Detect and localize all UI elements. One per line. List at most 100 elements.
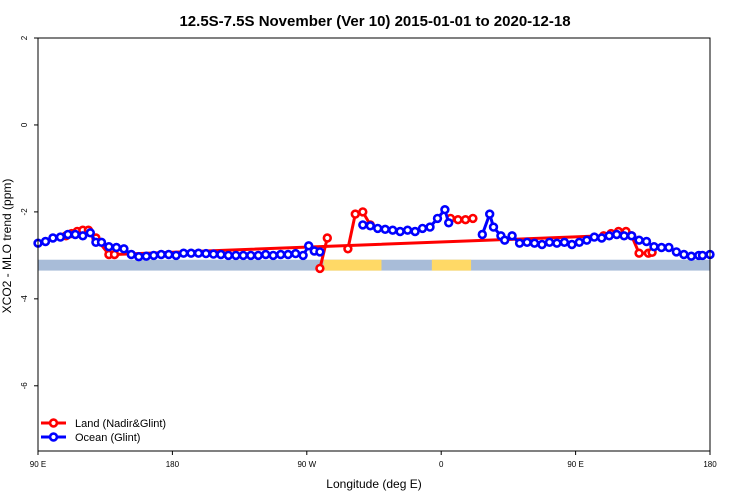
data-point xyxy=(529,238,540,248)
data-point xyxy=(604,231,614,241)
data-point xyxy=(78,231,88,241)
data-point xyxy=(544,237,555,248)
series-5 xyxy=(358,205,454,237)
data-point xyxy=(634,248,644,258)
data-point xyxy=(261,249,271,260)
data-point xyxy=(315,247,325,257)
data-point xyxy=(468,213,478,224)
data-point xyxy=(656,242,667,253)
data-point xyxy=(304,241,314,251)
data-point xyxy=(522,237,532,248)
data-point xyxy=(388,225,398,235)
data-point xyxy=(119,244,129,254)
data-point xyxy=(567,239,577,250)
data-point xyxy=(679,249,689,260)
x-tick-label: 90 E xyxy=(30,460,46,469)
land-band-1 xyxy=(431,259,472,271)
y-axis: 2 0 -2 -4 -6 xyxy=(20,35,38,389)
data-point xyxy=(619,231,629,241)
data-point xyxy=(697,250,708,261)
data-point xyxy=(134,252,144,262)
data-point xyxy=(298,250,308,261)
series-4 xyxy=(33,228,325,262)
data-point xyxy=(193,248,204,258)
data-point xyxy=(460,215,471,225)
data-point xyxy=(85,228,96,238)
data-point xyxy=(634,235,644,245)
data-point xyxy=(48,233,58,243)
data-point xyxy=(440,205,450,215)
data-point xyxy=(395,226,405,237)
data-point xyxy=(104,242,114,252)
y-tick-label: 0 xyxy=(20,122,29,127)
data-point xyxy=(507,231,517,241)
data-point xyxy=(611,229,622,240)
data-point xyxy=(373,223,383,234)
y-tick-label: 2 xyxy=(20,35,29,40)
legend-swatch-point xyxy=(48,418,59,428)
series-layer xyxy=(33,205,715,274)
data-point xyxy=(671,247,682,257)
data-point xyxy=(63,229,73,240)
data-point xyxy=(425,222,435,232)
data-point xyxy=(315,263,325,274)
x-axis: 90 E 180 90 W 0 90 E 180 xyxy=(30,451,717,469)
data-point xyxy=(216,249,226,260)
data-point xyxy=(111,242,122,253)
data-point xyxy=(223,250,234,261)
legend-swatch-point xyxy=(48,432,59,442)
x-tick-label: 90 W xyxy=(297,460,316,469)
legend-item-1: Ocean (Glint) xyxy=(41,432,140,444)
data-point xyxy=(410,226,420,237)
data-point xyxy=(432,213,443,224)
x-axis-label: Longitude (deg E) xyxy=(326,477,421,491)
data-point xyxy=(514,238,525,248)
data-point xyxy=(686,251,696,261)
data-point xyxy=(141,251,152,261)
data-point xyxy=(365,221,375,231)
land-band-0 xyxy=(323,259,382,271)
data-point xyxy=(253,250,263,261)
data-point xyxy=(488,222,499,232)
data-point xyxy=(322,233,332,243)
data-point xyxy=(477,229,487,240)
data-point xyxy=(649,242,659,252)
data-point xyxy=(358,207,368,217)
data-point xyxy=(417,223,428,234)
data-point xyxy=(55,232,66,242)
data-point xyxy=(343,244,353,254)
data-point xyxy=(268,250,278,261)
data-point xyxy=(96,237,107,248)
surface-band xyxy=(38,259,710,271)
y-tick-label: -2 xyxy=(20,208,29,216)
data-point xyxy=(500,235,510,245)
x-tick-label: 180 xyxy=(703,460,717,469)
chart-title: 12.5S-7.5S November (Ver 10) 2015-01-01 … xyxy=(179,13,570,30)
data-point xyxy=(574,237,584,248)
data-point xyxy=(40,236,51,247)
data-point xyxy=(290,248,301,259)
y-tick-label: -6 xyxy=(20,382,29,390)
data-point xyxy=(358,220,368,230)
data-point xyxy=(537,239,547,250)
data-point xyxy=(626,231,637,241)
x-tick-label: 90 E xyxy=(567,460,583,469)
legend-label: Land (Nadir&Glint) xyxy=(75,418,166,430)
data-point xyxy=(380,224,390,235)
data-point xyxy=(178,248,189,258)
data-point xyxy=(596,233,607,243)
x-tick-label: 0 xyxy=(439,460,444,469)
data-point xyxy=(171,250,181,261)
y-tick-label: -4 xyxy=(20,295,29,303)
data-point xyxy=(641,236,652,247)
data-point xyxy=(238,250,249,261)
data-point xyxy=(231,250,241,261)
y-axis-label: XCO2 - MLO trend (ppm) xyxy=(0,179,14,314)
data-point xyxy=(589,232,599,242)
data-point xyxy=(559,237,570,248)
data-point xyxy=(402,225,413,235)
legend: Land (Nadir&Glint) Ocean (Glint) xyxy=(41,418,166,444)
data-point xyxy=(283,249,293,260)
data-point xyxy=(444,218,454,228)
